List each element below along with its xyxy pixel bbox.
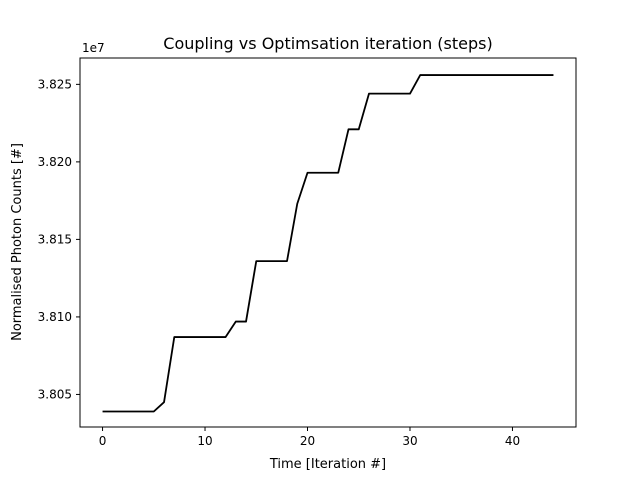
plot-area [102, 74, 554, 413]
x-axis-label: Time [Iteration #] [269, 457, 386, 472]
x-tick-label: 40 [505, 434, 520, 448]
x-tick-label: 10 [197, 434, 212, 448]
y-tick-label: 3.810 [38, 310, 72, 324]
y-offset-label: 1e7 [82, 41, 105, 55]
x-tick-label: 0 [99, 434, 107, 448]
y-tick-label: 3.825 [38, 77, 72, 91]
y-tick-label: 3.815 [38, 232, 72, 246]
y-axis-label: Normalised Photon Counts [#] [10, 143, 25, 341]
axis-ticks: 0 10 20 30 40 3.805 3.810 3.815 3.820 3.825 [38, 77, 520, 448]
plot-frame [79, 57, 577, 428]
series-line-0 [102, 74, 554, 413]
y-tick-label: 3.820 [38, 155, 72, 169]
x-tick-label: 20 [300, 434, 315, 448]
chart-title: Coupling vs Optimsation iteration (steps… [163, 34, 492, 53]
y-tick-label: 3.805 [38, 387, 72, 401]
x-tick-label: 30 [402, 434, 417, 448]
